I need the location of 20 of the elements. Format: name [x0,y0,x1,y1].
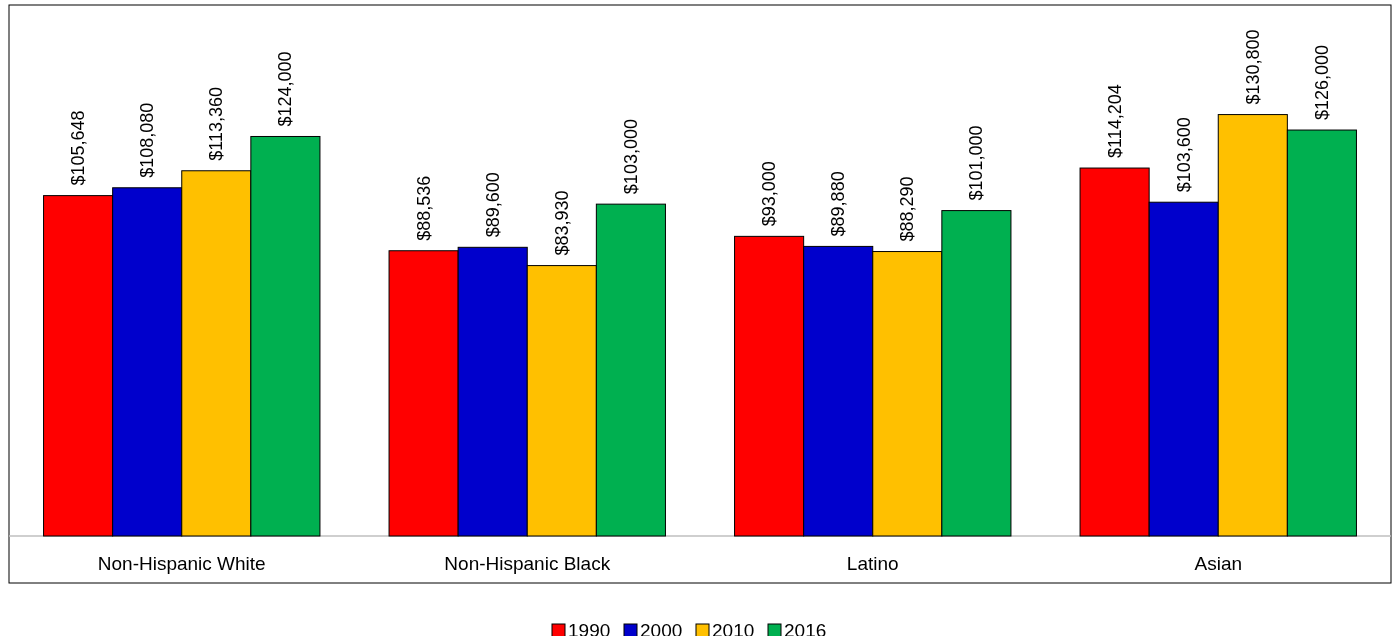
data-label: $108,080 [137,102,158,178]
data-label: $89,880 [828,171,849,237]
data-label: $113,360 [206,87,227,161]
data-label: $105,648 [68,110,89,186]
data-label: $93,000 [759,161,780,227]
data-label: $88,290 [897,176,918,242]
data-label: $103,600 [1173,117,1194,193]
data-label: $89,600 [482,172,503,238]
data-label: $88,536 [413,175,434,241]
data-label: $124,000 [275,51,296,127]
x-tick-label: Asian [1194,553,1243,574]
data-label: $101,000 [966,125,987,201]
data-label: $114,204 [1104,84,1125,159]
data-label: $126,000 [1311,44,1332,121]
data-label: $83,930 [551,190,572,256]
x-tick-label: Latino [846,553,899,574]
x-tick-label: Non-Hispanic White [97,553,266,574]
x-tick-label: Non-Hispanic Black [444,553,611,574]
data-label: $130,800 [1242,29,1263,105]
data-label: $103,000 [620,119,641,195]
